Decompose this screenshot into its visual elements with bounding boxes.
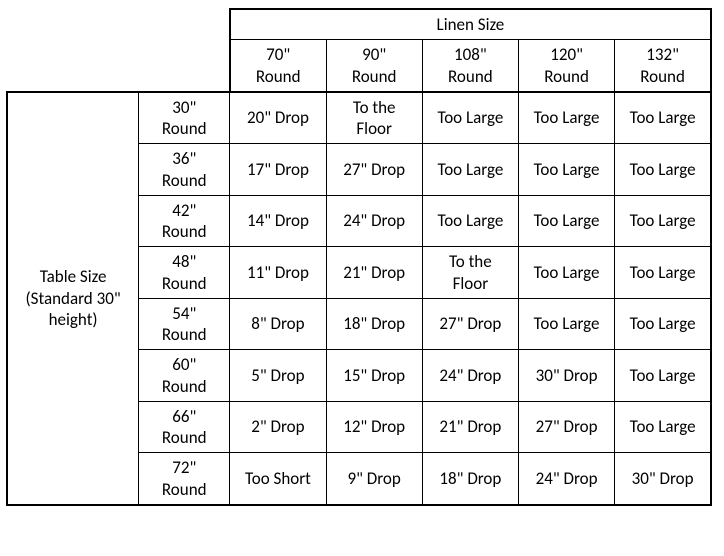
linen-size-shape: Round <box>425 66 516 87</box>
table-size-value: 54" <box>141 303 227 324</box>
table-size-value: 66" <box>141 406 227 427</box>
cell: Too Large <box>615 195 711 247</box>
cell: 24" Drop <box>518 453 614 505</box>
cell: 24" Drop <box>422 350 518 402</box>
row-header-table-7: 72" Round <box>139 453 230 505</box>
col-header-linen-4: 132" Round <box>615 40 711 92</box>
header-row-2: 70" Round 90" Round 108" Round 120" Roun… <box>7 40 711 92</box>
cell: 15" Drop <box>326 350 422 402</box>
linen-size-shape: Round <box>617 66 708 87</box>
cell: 11" Drop <box>230 247 326 299</box>
cell: 8" Drop <box>230 298 326 350</box>
linen-size-shape: Round <box>521 66 612 87</box>
linen-size-value: 120" <box>521 44 612 65</box>
cell: 24" Drop <box>326 195 422 247</box>
cell: 18" Drop <box>326 298 422 350</box>
header-row-1: Linen Size <box>7 9 711 40</box>
header-empty-2 <box>7 40 230 92</box>
table-size-shape: Round <box>141 170 227 191</box>
row-group-label-1: Table Size <box>10 266 136 287</box>
table-size-value: 60" <box>141 354 227 375</box>
linen-size-table: Linen Size 70" Round 90" Round 108" Roun… <box>6 8 712 506</box>
table-size-shape: Round <box>141 324 227 345</box>
table-size-shape: Round <box>141 273 227 294</box>
row-header-table-1: 36" Round <box>139 144 230 196</box>
table-size-shape: Round <box>141 479 227 500</box>
table-size-shape: Round <box>141 376 227 397</box>
cell: 27" Drop <box>326 144 422 196</box>
cell: Too Large <box>615 298 711 350</box>
cell: Too Large <box>615 92 711 144</box>
cell: Too Large <box>422 144 518 196</box>
cell: 2" Drop <box>230 401 326 453</box>
cell: 14" Drop <box>230 195 326 247</box>
linen-size-shape: Round <box>233 66 324 87</box>
row-header-table-4: 54" Round <box>139 298 230 350</box>
cell: 17" Drop <box>230 144 326 196</box>
table-size-value: 72" <box>141 457 227 478</box>
row-header-table-6: 66" Round <box>139 401 230 453</box>
cell: Too Large <box>518 144 614 196</box>
cell: 27" Drop <box>518 401 614 453</box>
linen-size-value: 70" <box>233 44 324 65</box>
cell: To the Floor <box>422 247 518 299</box>
cell: Too Short <box>230 453 326 505</box>
cell: Too Large <box>615 401 711 453</box>
col-group-linen-size: Linen Size <box>230 9 711 40</box>
cell: 5" Drop <box>230 350 326 402</box>
table-size-value: 42" <box>141 200 227 221</box>
linen-size-shape: Round <box>329 66 420 87</box>
row-group-label-3: height) <box>10 309 136 330</box>
header-empty <box>7 9 230 40</box>
cell: To the Floor <box>326 92 422 144</box>
cell: Too Large <box>518 195 614 247</box>
cell: Too Large <box>615 247 711 299</box>
table-size-value: 36" <box>141 148 227 169</box>
cell: 30" Drop <box>518 350 614 402</box>
cell: 20" Drop <box>230 92 326 144</box>
table-size-shape: Round <box>141 427 227 448</box>
cell: 30" Drop <box>615 453 711 505</box>
linen-size-value: 132" <box>617 44 708 65</box>
cell: 18" Drop <box>422 453 518 505</box>
col-header-linen-0: 70" Round <box>230 40 326 92</box>
cell: Too Large <box>615 144 711 196</box>
row-header-table-5: 60" Round <box>139 350 230 402</box>
cell: 9" Drop <box>326 453 422 505</box>
cell: Too Large <box>518 92 614 144</box>
cell: Too Large <box>518 247 614 299</box>
table-size-shape: Round <box>141 118 227 139</box>
cell: 21" Drop <box>326 247 422 299</box>
cell: Too Large <box>518 298 614 350</box>
row-header-table-0: 30" Round <box>139 92 230 144</box>
table-size-value: 30" <box>141 97 227 118</box>
cell: 12" Drop <box>326 401 422 453</box>
table-row: Table Size (Standard 30" height) 30" Rou… <box>7 92 711 144</box>
linen-size-value: 90" <box>329 44 420 65</box>
table-size-shape: Round <box>141 221 227 242</box>
linen-size-value: 108" <box>425 44 516 65</box>
col-header-linen-1: 90" Round <box>326 40 422 92</box>
cell: Too Large <box>615 350 711 402</box>
col-header-linen-2: 108" Round <box>422 40 518 92</box>
cell: 21" Drop <box>422 401 518 453</box>
row-group-label-2: (Standard 30" <box>10 288 136 309</box>
cell: 27" Drop <box>422 298 518 350</box>
table-container: Linen Size 70" Round 90" Round 108" Roun… <box>0 0 724 514</box>
row-group-table-size: Table Size (Standard 30" height) <box>7 92 139 505</box>
col-header-linen-3: 120" Round <box>518 40 614 92</box>
cell: Too Large <box>422 195 518 247</box>
cell: Too Large <box>422 92 518 144</box>
row-header-table-2: 42" Round <box>139 195 230 247</box>
table-size-value: 48" <box>141 251 227 272</box>
row-header-table-3: 48" Round <box>139 247 230 299</box>
